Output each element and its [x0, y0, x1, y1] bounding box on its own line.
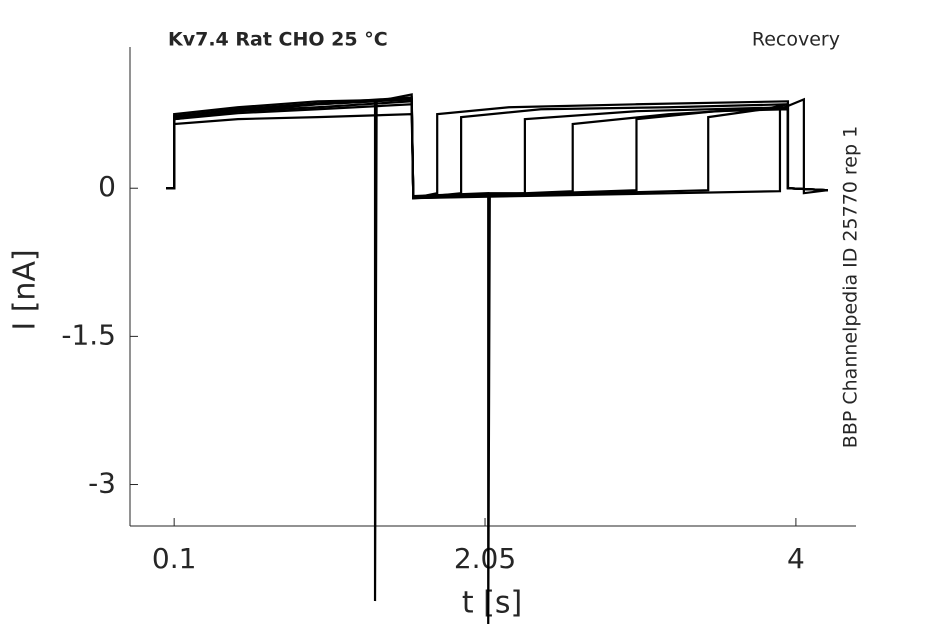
annotation: BBP Channelpedia ID 25770 rep 1 — [840, 126, 862, 448]
x-tick-label: 2.05 — [454, 542, 516, 575]
chart-subtitle: Recovery — [752, 29, 840, 51]
y-tick-label: -1.5 — [61, 318, 116, 351]
trace — [166, 93, 828, 602]
x-axis-label: t [s] — [462, 586, 522, 621]
chart-title: Kv7.4 Rat CHO 25 °C — [168, 29, 388, 51]
trace — [166, 97, 828, 200]
x-tick-label: 4 — [787, 542, 805, 575]
y-axis-label: I [nA] — [8, 249, 43, 330]
x-tick-label: 0.1 — [152, 542, 197, 575]
y-tick-label: 0 — [98, 170, 116, 203]
y-tick-label: -3 — [88, 467, 116, 500]
trace — [166, 98, 828, 624]
trace — [166, 103, 828, 200]
